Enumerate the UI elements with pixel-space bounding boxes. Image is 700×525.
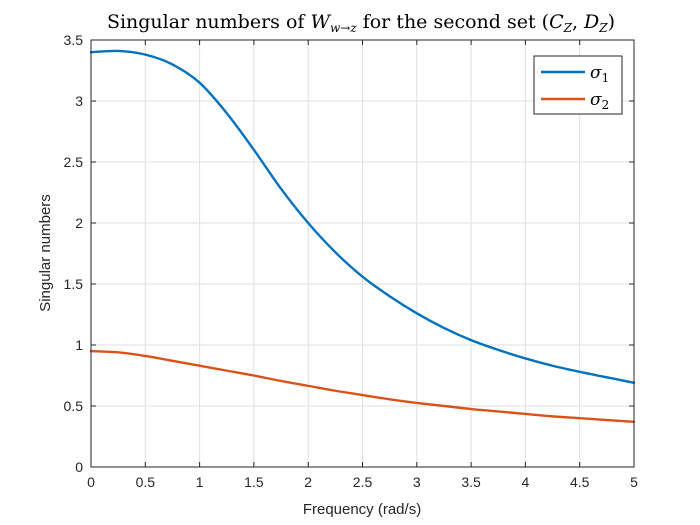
title-part-c-sub: Z	[563, 21, 573, 35]
series-lines	[89, 49, 636, 424]
series-line-2	[89, 349, 636, 424]
title-part-d-sub: Z	[598, 21, 608, 35]
title-part-d: D	[583, 11, 599, 33]
x-tick-label: 2	[304, 474, 312, 490]
title-part-2: for the second set (	[357, 11, 549, 33]
x-tick-label: 0	[87, 474, 95, 490]
y-tick-label: 2.5	[64, 154, 84, 170]
x-tick-label: 2.5	[353, 474, 373, 490]
x-tick-label: 3	[413, 474, 421, 490]
y-tick-label: 0.5	[64, 398, 84, 414]
x-tick-label: 4.5	[570, 474, 590, 490]
x-tick-label: 1	[196, 474, 204, 490]
x-tick-label: 1.5	[244, 474, 264, 490]
legend-label-1: σ1	[590, 63, 609, 85]
y-axis-label: Singular numbers	[37, 194, 54, 312]
y-tick-label: 1.5	[64, 276, 84, 292]
title-part-close: )	[608, 11, 615, 33]
ticks	[90, 39, 635, 468]
title-part-1: Singular numbers of	[107, 11, 311, 33]
title-part-subscript: w→z	[330, 21, 357, 35]
y-tick-label: 1	[75, 337, 83, 353]
chart-title: Singular numbers of Ww→z for the second …	[107, 11, 615, 35]
y-tick-label: 3	[75, 93, 83, 109]
grid-lines	[91, 40, 634, 467]
y-tick-label: 2	[75, 215, 83, 231]
legend-box	[533, 55, 623, 115]
plot-area	[89, 39, 636, 468]
title-part-w: W	[310, 11, 331, 33]
x-tick-label: 3.5	[461, 474, 481, 490]
legend-label-2: σ2	[590, 90, 609, 112]
y-tick-label: 0	[75, 459, 83, 475]
tick-labels: 0 0.5 1 1.5 2 2.5 3 3.5 4 4.5 5 0 0.5 1 1.5 2 2.5 3 3.5	[64, 32, 639, 490]
x-tick-label: 4	[522, 474, 530, 490]
x-tick-label: 0.5	[136, 474, 156, 490]
x-tick-label: 5	[630, 474, 638, 490]
series-line-1	[89, 49, 636, 385]
x-axis-label: Frequency (rad/s)	[303, 501, 421, 518]
title-part-comma: ,	[572, 11, 584, 33]
y-tick-label: 3.5	[64, 32, 84, 48]
title-part-c: C	[549, 11, 564, 33]
